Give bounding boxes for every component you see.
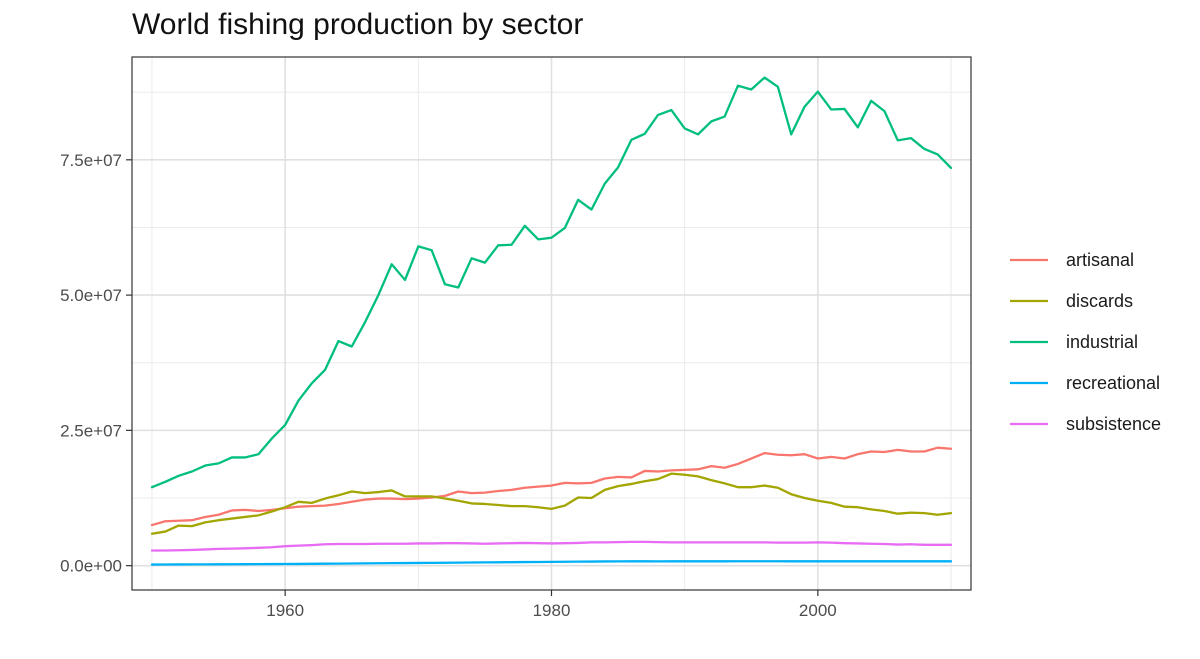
series-line-subsistence — [150, 540, 953, 552]
x-tick-label: 2000 — [799, 601, 837, 620]
grid-major — [132, 57, 971, 590]
legend-label-recreational: recreational — [1066, 373, 1160, 393]
x-tick-label: 1960 — [266, 601, 304, 620]
series-line-recreational — [150, 560, 953, 566]
y-tick-label: 0.0e+00 — [60, 557, 122, 576]
x-axis: 1960 1980 2000 — [266, 590, 837, 620]
y-axis: 0.0e+00 2.5e+07 5.0e+07 7.5e+07 — [60, 151, 132, 576]
series-line-industrial — [150, 76, 953, 489]
y-tick-label: 7.5e+07 — [60, 151, 122, 170]
legend-label-discards: discards — [1066, 291, 1133, 311]
chart-title: World fishing production by sector — [132, 8, 584, 41]
series-lines — [150, 76, 953, 566]
legend-label-industrial: industrial — [1066, 332, 1138, 352]
y-tick-label: 5.0e+07 — [60, 286, 122, 305]
legend-label-subsistence: subsistence — [1066, 414, 1161, 434]
legend-label-artisanal: artisanal — [1066, 250, 1134, 270]
series-line-discards — [150, 472, 953, 535]
legend: artisanal discards industrial recreational s… — [1010, 250, 1161, 434]
y-tick-label: 2.5e+07 — [60, 421, 122, 440]
x-tick-label: 1980 — [533, 601, 571, 620]
